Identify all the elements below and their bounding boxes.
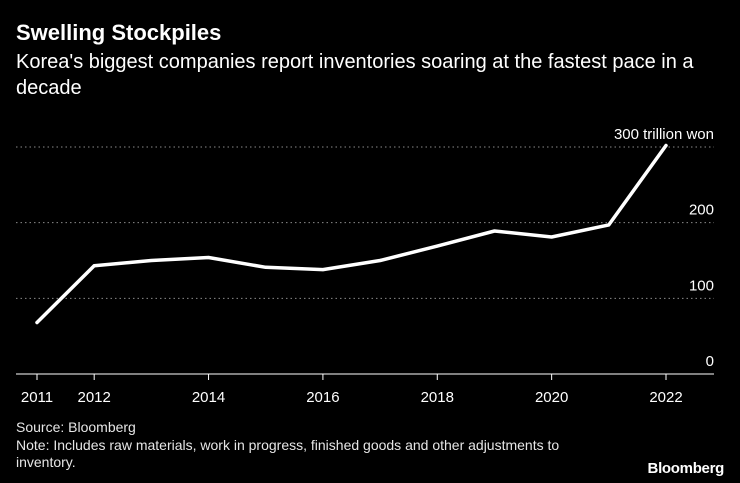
chart-title: Swelling Stockpiles: [16, 20, 222, 45]
x-tick-label-2018: 2018: [421, 389, 454, 406]
footnote: Note: Includes raw materials, work in pr…: [16, 437, 560, 470]
x-tick-label-2011: 2011: [21, 389, 53, 406]
data-point-2015: [264, 265, 268, 269]
data-point-2022: [664, 143, 668, 147]
x-axis-labels: 2011 2012 2014 2016 2018 2020 2022: [21, 389, 683, 406]
data-point-2016: [321, 268, 325, 272]
data-point-2021: [607, 223, 611, 227]
series-line-0: [35, 143, 668, 325]
source-note: Source: Bloomberg: [16, 419, 136, 435]
x-tick-label-2012: 2012: [77, 389, 110, 406]
y-tick-label-0: 0: [706, 353, 714, 370]
x-tick-label-2016: 2016: [306, 389, 339, 406]
data-point-2018: [435, 244, 439, 248]
x-tick-label-2020: 2020: [535, 389, 568, 406]
y-tick-label-200: 200: [689, 202, 714, 219]
data-point-2013: [149, 259, 153, 262]
data-point-2011: [35, 321, 39, 325]
x-tick-label-2022: 2022: [649, 389, 682, 406]
y-axis-labels: 0 100 200 300 trillion won: [614, 126, 714, 370]
y-tick-label-100: 100: [689, 277, 714, 294]
bloomberg-logo: Bloomberg: [647, 460, 725, 477]
data-point-2019: [492, 229, 496, 233]
x-tick-label-2014: 2014: [192, 389, 225, 406]
chart-subtitle: Korea's biggest companies report invento…: [16, 51, 694, 99]
series-layer: [35, 143, 668, 325]
y-tick-label-300: 300 trillion won: [614, 126, 714, 143]
x-axis: [16, 373, 714, 380]
data-point-2012: [92, 264, 96, 268]
data-point-2014: [207, 255, 211, 259]
data-point-2017: [378, 259, 382, 262]
grid-lines: [16, 146, 714, 299]
data-point-2020: [550, 235, 554, 239]
